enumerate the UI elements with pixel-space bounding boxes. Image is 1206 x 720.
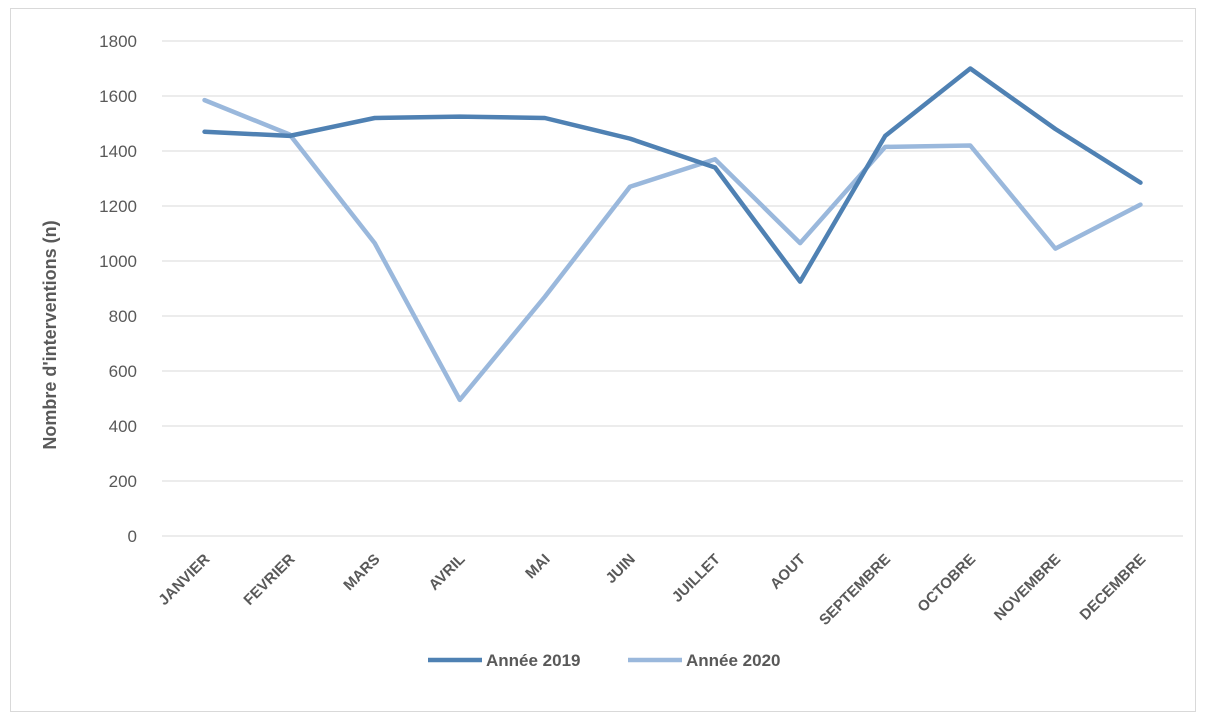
y-tick-label: 1400 xyxy=(99,142,137,161)
legend: Année 2019 Année 2020 xyxy=(428,651,781,670)
x-tick-label: MARS xyxy=(340,551,383,594)
x-tick-label: SEPTEMBRE xyxy=(816,551,894,629)
series-line xyxy=(202,97,1143,403)
y-tick-label: 800 xyxy=(109,307,137,326)
x-tick-label: NOVEMBRE xyxy=(991,551,1064,624)
x-tick-label: JUILLET xyxy=(669,551,724,606)
legend-label: Année 2020 xyxy=(686,651,781,670)
series-lines xyxy=(202,66,1143,403)
x-tick-label: DECEMBRE xyxy=(1077,551,1150,624)
x-tick-label: FEVRIER xyxy=(240,551,298,609)
x-tick-label: AVRIL xyxy=(426,551,469,594)
y-tick-label: 1600 xyxy=(99,87,137,106)
x-tick-label: MAI xyxy=(522,551,553,582)
y-tick-label: 1000 xyxy=(99,252,137,271)
x-axis-ticks: JANVIER FEVRIER MARS AVRIL MAI JUIN JUILLET AOU… xyxy=(155,551,1149,629)
x-tick-label: JUIN xyxy=(603,551,639,587)
x-tick-label: OCTOBRE xyxy=(914,551,979,616)
y-tick-label: 0 xyxy=(128,527,137,546)
y-tick-label: 1200 xyxy=(99,197,137,216)
legend-label: Année 2019 xyxy=(486,651,581,670)
y-tick-label: 400 xyxy=(109,417,137,436)
y-tick-label: 1800 xyxy=(99,32,137,51)
y-tick-label: 200 xyxy=(109,472,137,491)
y-axis-title: Nombre d'interventions (n) xyxy=(40,220,60,449)
gridlines xyxy=(162,40,1183,537)
chart-frame xyxy=(10,8,1196,712)
x-tick-label: AOUT xyxy=(767,551,809,593)
y-tick-label: 600 xyxy=(109,362,137,381)
x-tick-label: JANVIER xyxy=(155,551,213,609)
series-line xyxy=(202,66,1143,284)
y-axis-ticks: 0 200 400 600 800 1000 1200 1400 1600 1800 xyxy=(99,32,137,546)
